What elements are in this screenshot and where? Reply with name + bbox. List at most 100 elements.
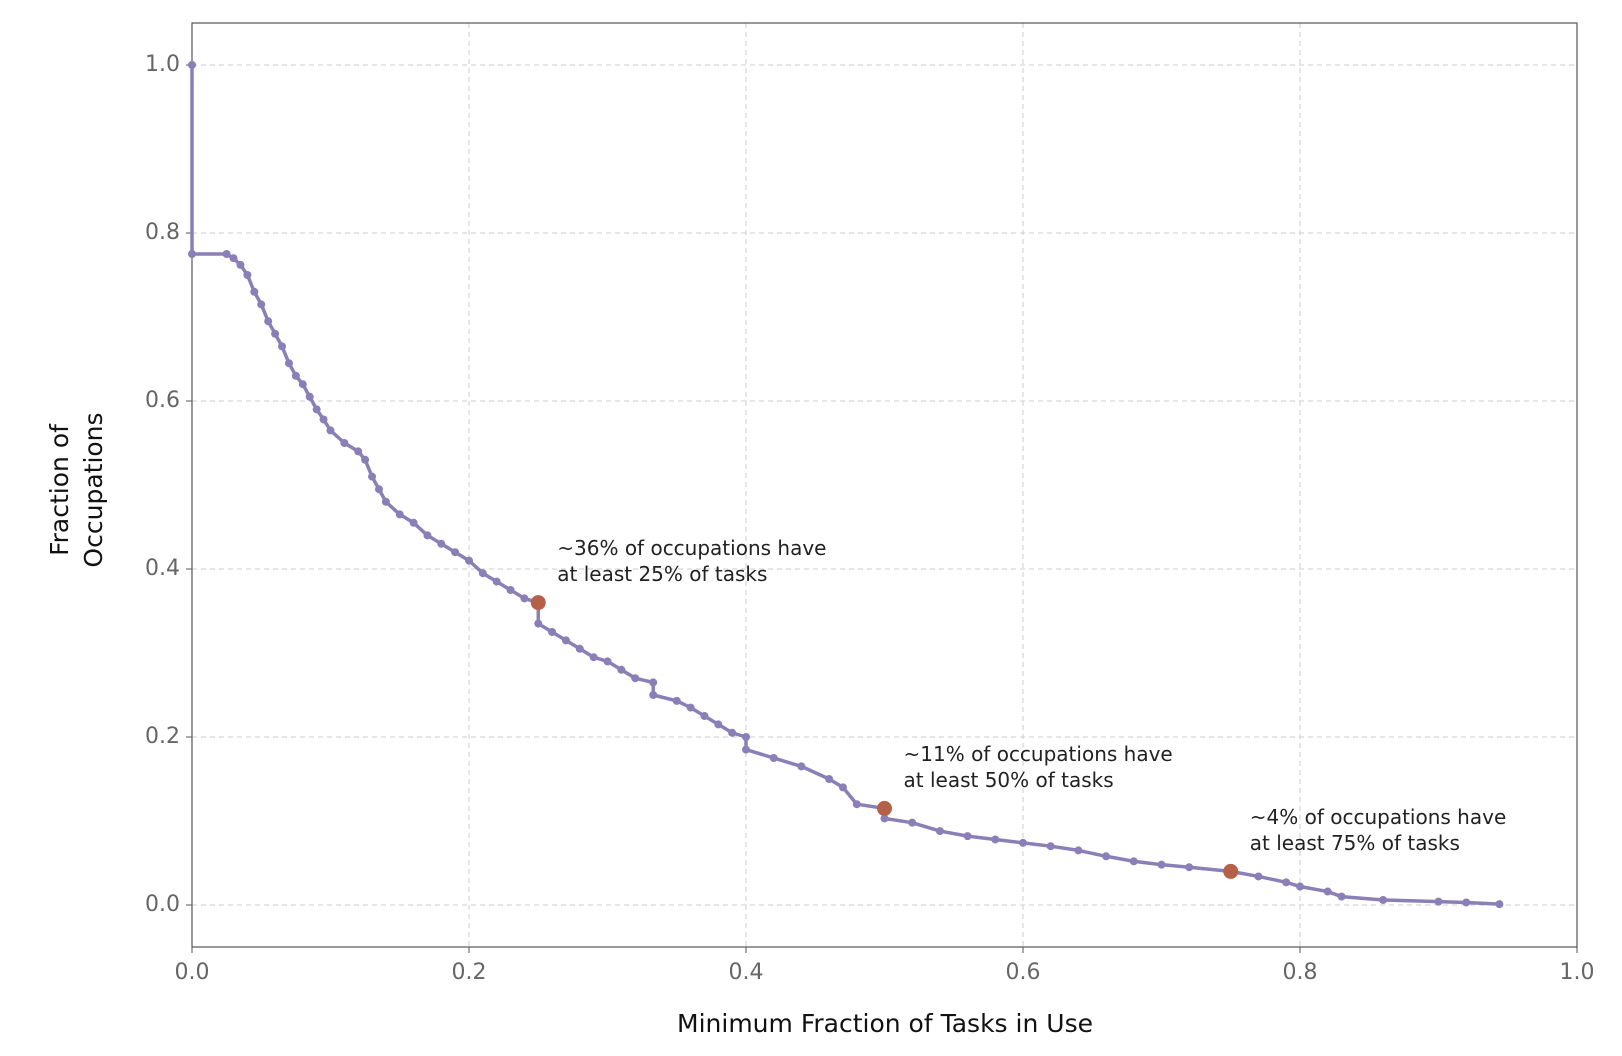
- data-point: [575, 644, 584, 653]
- x-tick-label: 0.0: [175, 960, 210, 985]
- data-point: [880, 814, 889, 823]
- y-axis-title: Fraction of Occupations: [45, 412, 108, 567]
- data-point: [1282, 878, 1291, 887]
- data-point: [229, 254, 238, 263]
- data-point: [465, 556, 473, 565]
- annotation: ~4% of occupations have: [1250, 805, 1507, 829]
- data-point: [319, 415, 328, 424]
- data-point: [1462, 898, 1471, 907]
- x-tick-label: 0.4: [729, 960, 764, 985]
- data-point: [672, 696, 681, 705]
- y-tick-label: 0.8: [145, 220, 180, 245]
- data-point: [395, 510, 404, 519]
- data-point: [1434, 897, 1443, 906]
- data-point: [222, 250, 231, 258]
- annotation: at least 75% of tasks: [1250, 831, 1460, 855]
- data-point: [257, 300, 266, 309]
- data-point: [561, 636, 570, 645]
- y-tick-label: 0.2: [145, 724, 180, 749]
- data-point: [534, 619, 543, 628]
- data-point: [908, 818, 917, 827]
- highlight-point: [1223, 863, 1239, 879]
- highlight-point: [877, 800, 892, 816]
- data-point: [700, 712, 709, 720]
- data-point: [284, 359, 293, 368]
- data-point: [1102, 852, 1111, 861]
- data-point: [1129, 857, 1138, 866]
- data-point: [409, 518, 418, 527]
- y-tick-label: 0.4: [145, 556, 180, 581]
- data-point: [312, 405, 321, 414]
- data-point: [1046, 842, 1055, 851]
- data-point: [991, 835, 1000, 844]
- data-point: [1379, 895, 1388, 904]
- data-point: [1019, 838, 1027, 847]
- data-point: [603, 657, 612, 666]
- data-point: [423, 531, 432, 540]
- data-point: [340, 439, 349, 447]
- annotation: at least 50% of tasks: [904, 768, 1114, 792]
- data-point: [797, 762, 806, 771]
- y-tick-label: 0.6: [145, 388, 180, 413]
- data-point: [188, 61, 196, 69]
- plot-frame: [191, 22, 1578, 948]
- data-point: [478, 569, 487, 578]
- y-tick-label: 1.0: [145, 52, 180, 77]
- data-point: [728, 728, 737, 737]
- data-point: [361, 455, 370, 464]
- data-point: [298, 380, 307, 389]
- data-point: [769, 754, 778, 762]
- data-point: [381, 497, 390, 506]
- data-point: [963, 832, 972, 841]
- data-point: [617, 665, 626, 674]
- y-axis-title-line: Fraction of: [45, 423, 74, 556]
- data-point: [188, 250, 196, 258]
- data-point: [451, 548, 460, 557]
- data-point: [250, 287, 259, 296]
- x-tick-label: 0.8: [1283, 960, 1318, 985]
- x-tick-label: 1.0: [1560, 960, 1595, 985]
- data-point: [649, 678, 658, 687]
- data-point: [742, 733, 750, 741]
- data-point: [520, 594, 529, 603]
- data-point: [686, 703, 695, 712]
- data-point: [649, 691, 658, 699]
- annotation: ~36% of occupations have: [557, 536, 826, 560]
- data-point: [278, 342, 287, 351]
- data-point: [935, 827, 944, 836]
- annotation: ~11% of occupations have: [904, 742, 1173, 766]
- data-point: [354, 447, 363, 456]
- data-point: [1185, 863, 1194, 872]
- data-point: [1323, 887, 1332, 896]
- data-point: [236, 260, 245, 269]
- data-point: [742, 745, 750, 754]
- data-point: [1074, 846, 1083, 855]
- data-point: [326, 426, 335, 435]
- data-point: [838, 783, 847, 792]
- y-axis-title-line: Occupations: [79, 412, 108, 567]
- data-point: [714, 720, 723, 729]
- data-point: [243, 271, 252, 279]
- x-tick-label: 0.6: [1006, 960, 1041, 985]
- data-point: [852, 800, 861, 809]
- data-line: [190, 65, 1500, 906]
- data-point: [589, 653, 598, 662]
- highlight-point: [530, 595, 546, 611]
- data-point: [1254, 872, 1263, 881]
- data-point: [271, 329, 280, 338]
- data-point: [1296, 882, 1304, 891]
- data-point: [1157, 860, 1166, 869]
- data-point: [548, 628, 557, 636]
- data-point: [1337, 892, 1346, 901]
- y-tick-label: 0.0: [145, 892, 180, 917]
- data-point: [492, 577, 501, 586]
- data-point: [264, 317, 273, 326]
- data-point: [825, 775, 834, 783]
- data-point: [291, 371, 300, 380]
- data-point: [437, 539, 446, 548]
- data-point: [368, 472, 377, 481]
- data-point: [305, 392, 314, 401]
- data-point: [506, 586, 515, 594]
- data-point: [631, 674, 640, 683]
